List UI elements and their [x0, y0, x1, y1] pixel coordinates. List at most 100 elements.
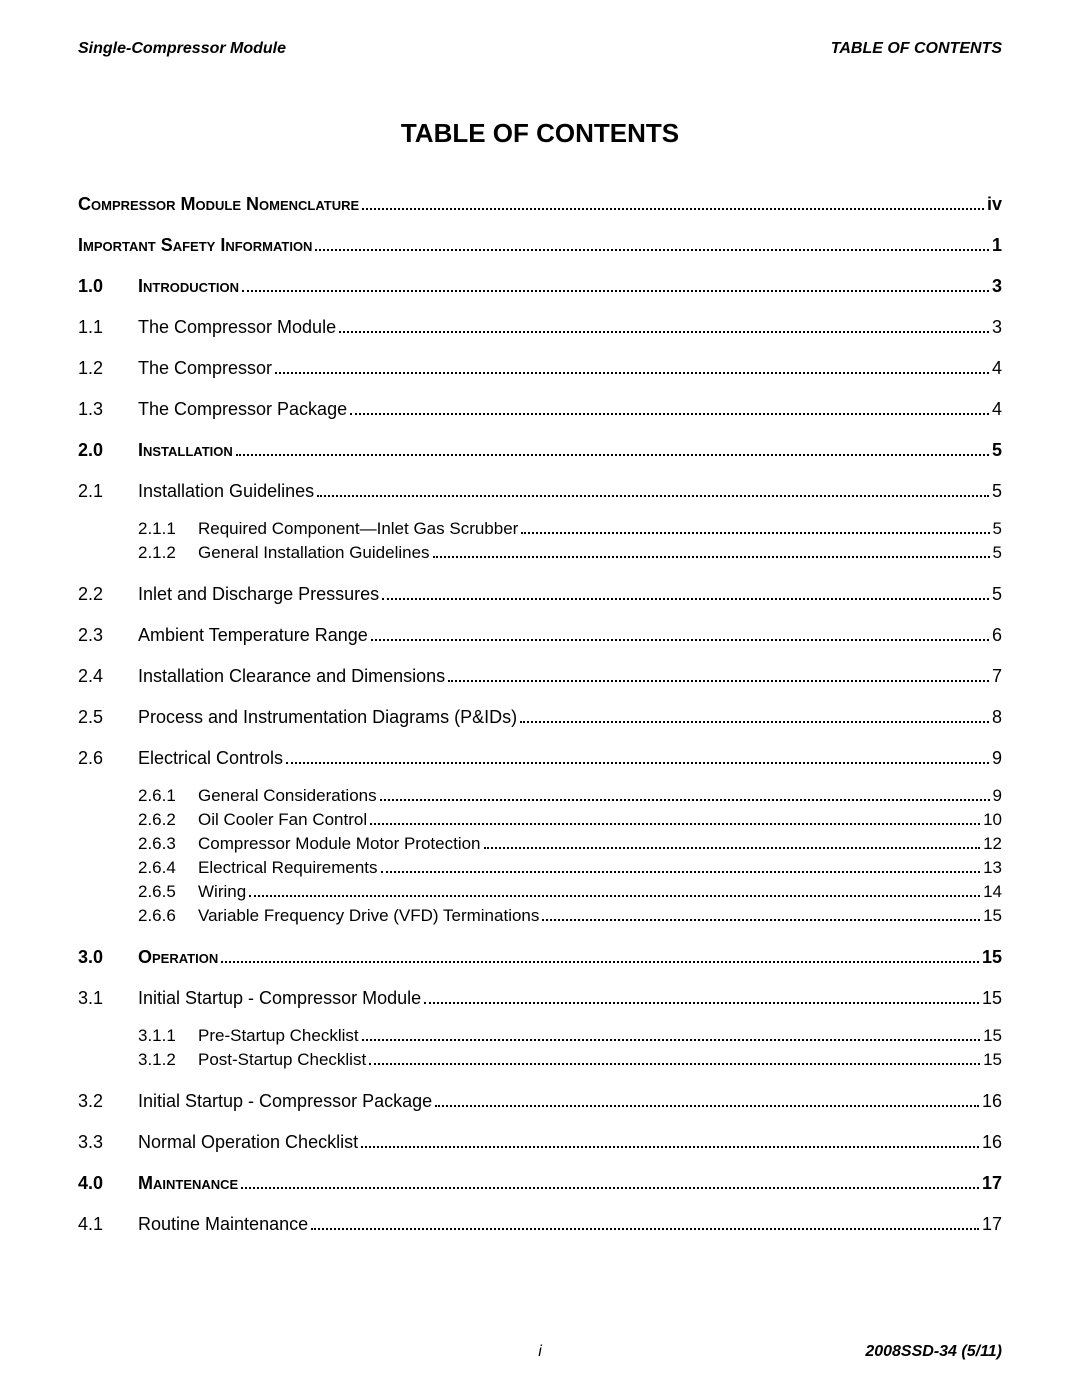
- toc-sub-page: 14: [983, 882, 1002, 902]
- toc-label: Routine Maintenance: [138, 1211, 308, 1238]
- toc-row: 2.5Process and Instrumentation Diagrams …: [78, 704, 1002, 731]
- toc-label: Important Safety Information: [78, 232, 312, 259]
- page-header: Single-Compressor Module TABLE OF CONTEN…: [78, 40, 1002, 58]
- toc-leader: [484, 847, 981, 849]
- toc-leader: [362, 208, 984, 210]
- toc-label: Ambient Temperature Range: [138, 622, 368, 649]
- page-footer: i 2008SSD-34 (5/11): [78, 1343, 1002, 1361]
- toc-number: 3.1: [78, 985, 138, 1012]
- toc-sub-number: 2.6.5: [138, 882, 198, 902]
- toc-leader: [339, 331, 989, 333]
- toc-subrow: 2.6.1General Considerations9: [138, 786, 1002, 806]
- toc-sub-number: 2.6.2: [138, 810, 198, 830]
- toc-sub-number: 3.1.1: [138, 1026, 198, 1046]
- toc-number: 2.2: [78, 581, 138, 608]
- toc-page: 15: [982, 944, 1002, 971]
- toc-number: 1.2: [78, 355, 138, 382]
- toc-leader: [371, 639, 989, 641]
- toc-page: 5: [992, 581, 1002, 608]
- toc-leader: [362, 1039, 980, 1041]
- toc-row: 1.2The Compressor 4: [78, 355, 1002, 382]
- toc-number: 2.4: [78, 663, 138, 690]
- footer-doc-id: 2008SSD-34 (5/11): [865, 1343, 1002, 1361]
- toc-sub-label: Oil Cooler Fan Control: [198, 810, 367, 830]
- toc-row: 1.3The Compressor Package 4: [78, 396, 1002, 423]
- toc: Compressor Module Nomenclature iv Importa…: [78, 191, 1002, 1238]
- toc-sub-page: 5: [993, 543, 1002, 563]
- toc-number: 2.6: [78, 745, 138, 772]
- toc-number: 2.1: [78, 478, 138, 505]
- page-title: TABLE OF CONTENTS: [78, 118, 1002, 149]
- toc-leader: [242, 290, 989, 292]
- toc-page: 6: [992, 622, 1002, 649]
- toc-label: Compressor Module Nomenclature: [78, 191, 359, 218]
- toc-subgroup: 2.1.1Required Component—Inlet Gas Scrubb…: [138, 519, 1002, 563]
- toc-label: Normal Operation Checklist: [138, 1129, 358, 1156]
- toc-label: Initial Startup - Compressor Package: [138, 1088, 432, 1115]
- toc-subrow: 3.1.2Post-Startup Checklist15: [138, 1050, 1002, 1070]
- toc-label: Initial Startup - Compressor Module: [138, 985, 421, 1012]
- toc-row: 2.3Ambient Temperature Range 6: [78, 622, 1002, 649]
- toc-leader: [424, 1002, 979, 1004]
- toc-sub-label: General Considerations: [198, 786, 377, 806]
- toc-page: 8: [992, 704, 1002, 731]
- toc-leader: [370, 823, 980, 825]
- toc-page: 4: [992, 396, 1002, 423]
- toc-label: Maintenance: [138, 1170, 238, 1197]
- toc-number: 1.0: [78, 273, 138, 300]
- toc-subrow: 2.6.5Wiring 14: [138, 882, 1002, 902]
- toc-number: 3.3: [78, 1129, 138, 1156]
- toc-label: Installation Clearance and Dimensions: [138, 663, 445, 690]
- toc-label: Electrical Controls: [138, 745, 283, 772]
- toc-number: 2.3: [78, 622, 138, 649]
- toc-row: 3.0Operation 15: [78, 944, 1002, 971]
- toc-page: 5: [992, 437, 1002, 464]
- toc-sub-page: 5: [993, 519, 1002, 539]
- toc-leader: [350, 413, 989, 415]
- toc-row: Compressor Module Nomenclature iv: [78, 191, 1002, 218]
- toc-page: 17: [982, 1170, 1002, 1197]
- toc-sub-page: 12: [983, 834, 1002, 854]
- toc-sub-page: 9: [993, 786, 1002, 806]
- toc-leader: [521, 532, 989, 534]
- toc-sub-label: Pre-Startup Checklist: [198, 1026, 359, 1046]
- toc-sub-label: Wiring: [198, 882, 246, 902]
- toc-row: 3.1Initial Startup - Compressor Module 1…: [78, 985, 1002, 1012]
- toc-number: 4.0: [78, 1170, 138, 1197]
- toc-number: 3.0: [78, 944, 138, 971]
- toc-page: 4: [992, 355, 1002, 382]
- toc-label: Process and Instrumentation Diagrams (P&…: [138, 704, 517, 731]
- toc-row: Important Safety Information 1: [78, 232, 1002, 259]
- toc-sub-label: General Installation Guidelines: [198, 543, 430, 563]
- header-left: Single-Compressor Module: [78, 40, 286, 58]
- toc-page: 1: [992, 232, 1002, 259]
- toc-row: 3.3Normal Operation Checklist 16: [78, 1129, 1002, 1156]
- toc-label: Operation: [138, 944, 218, 971]
- toc-sub-number: 2.6.4: [138, 858, 198, 878]
- toc-row: 4.1Routine Maintenance 17: [78, 1211, 1002, 1238]
- toc-subgroup: 3.1.1Pre-Startup Checklist153.1.2Post-St…: [138, 1026, 1002, 1070]
- toc-leader: [380, 799, 990, 801]
- toc-page: 16: [982, 1129, 1002, 1156]
- toc-row: 4.0Maintenance 17: [78, 1170, 1002, 1197]
- toc-sub-label: Post-Startup Checklist: [198, 1050, 366, 1070]
- toc-sub-label: Electrical Requirements: [198, 858, 378, 878]
- toc-page: 7: [992, 663, 1002, 690]
- toc-label: Inlet and Discharge Pressures: [138, 581, 379, 608]
- toc-leader: [236, 454, 989, 456]
- toc-page: iv: [987, 191, 1002, 218]
- toc-number: 1.1: [78, 314, 138, 341]
- toc-leader: [221, 961, 979, 963]
- toc-row: 2.4Installation Clearance and Dimensions…: [78, 663, 1002, 690]
- toc-page: 5: [992, 478, 1002, 505]
- toc-number: 2.0: [78, 437, 138, 464]
- toc-label: Introduction: [138, 273, 239, 300]
- toc-subrow: 2.6.4Electrical Requirements 13: [138, 858, 1002, 878]
- toc-page: 15: [982, 985, 1002, 1012]
- toc-sub-page: 13: [983, 858, 1002, 878]
- toc-sub-page: 10: [983, 810, 1002, 830]
- toc-sub-page: 15: [983, 906, 1002, 926]
- toc-sub-page: 15: [983, 1050, 1002, 1070]
- toc-sub-label: Required Component—Inlet Gas Scrubber: [198, 519, 518, 539]
- toc-page: 3: [992, 273, 1002, 300]
